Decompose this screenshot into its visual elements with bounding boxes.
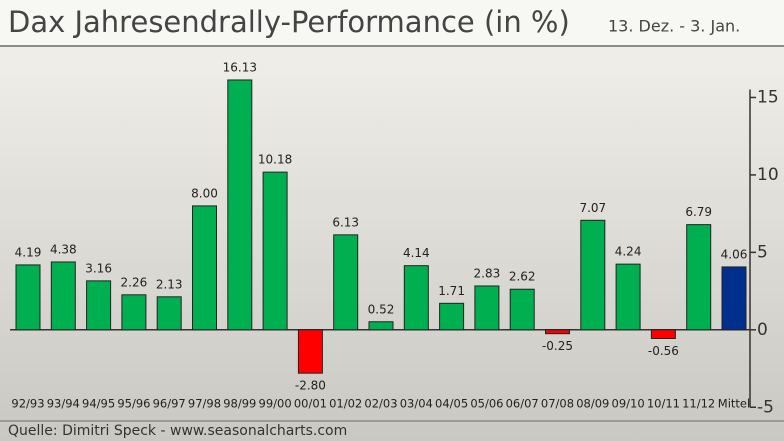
bar <box>686 224 712 331</box>
x-tick-label: 96/97 <box>153 397 186 411</box>
bar <box>580 219 606 331</box>
x-tick-label: 10/11 <box>647 397 680 411</box>
value-label: 7.07 <box>579 201 606 215</box>
x-tick-label: 93/94 <box>47 397 80 411</box>
y-tick-label: 15 <box>757 87 779 107</box>
bar <box>15 264 41 331</box>
chart-subtitle: 13. Dez. - 3. Jan. <box>608 17 740 36</box>
bar <box>121 294 147 331</box>
x-tick-label: 98/99 <box>223 397 256 411</box>
bar <box>439 302 465 331</box>
x-tick-label: 02/03 <box>364 397 397 411</box>
value-label: 2.62 <box>509 270 536 284</box>
bar <box>86 280 112 331</box>
value-label: 16.13 <box>223 60 257 74</box>
x-tick-label: 99/00 <box>259 397 292 411</box>
x-tick-label: 06/07 <box>506 397 539 411</box>
value-label: 4.38 <box>50 242 77 256</box>
value-label: 1.71 <box>438 284 465 298</box>
header-band <box>0 0 784 46</box>
source: Quelle: Dimitri Speck - www.seasonalchar… <box>8 423 347 439</box>
bar <box>509 288 535 331</box>
x-tick-label: 00/01 <box>294 397 327 411</box>
bar <box>474 285 500 331</box>
bar <box>650 329 676 339</box>
value-label: 8.00 <box>191 186 218 200</box>
x-tick-label: 08/09 <box>576 397 609 411</box>
value-label: 6.13 <box>332 215 359 229</box>
value-label: -0.25 <box>542 339 573 353</box>
chart-title: Dax Jahresendrally-Performance (in %) <box>8 5 570 39</box>
x-tick-label: 09/10 <box>612 397 645 411</box>
bar <box>227 79 253 331</box>
x-tick-label: 01/02 <box>329 397 362 411</box>
y-tick-label: 0 <box>757 320 768 340</box>
x-tick-label: 11/12 <box>682 397 715 411</box>
value-label: 10.18 <box>258 153 292 167</box>
x-tick-label: 05/06 <box>470 397 503 411</box>
value-label: 4.06 <box>721 247 748 261</box>
value-label: 4.19 <box>15 245 42 259</box>
value-label: 4.14 <box>403 246 430 260</box>
value-label: 0.52 <box>368 302 395 316</box>
bar <box>545 329 570 335</box>
x-tick-label: 97/98 <box>188 397 221 411</box>
bar <box>50 261 76 331</box>
value-label: 4.24 <box>615 245 642 259</box>
bar <box>368 321 394 331</box>
bar <box>615 263 641 331</box>
x-tick-label: Mittel <box>718 397 750 411</box>
bar <box>333 234 359 331</box>
x-tick-label: 07/08 <box>541 397 574 411</box>
value-label: 2.83 <box>474 266 501 280</box>
x-tick-label: 95/96 <box>117 397 150 411</box>
bar <box>403 265 429 331</box>
value-label: 2.13 <box>156 277 183 291</box>
value-label: 2.26 <box>121 275 148 289</box>
bar <box>156 296 182 331</box>
y-tick-label: 5 <box>757 242 768 262</box>
y-tick-label: 10 <box>757 165 779 185</box>
bar <box>297 329 323 374</box>
value-label: 6.79 <box>685 205 712 219</box>
x-tick-label: 03/04 <box>400 397 433 411</box>
x-tick-label: 94/95 <box>82 397 115 411</box>
bar <box>192 205 217 331</box>
x-tick-label: 92/93 <box>11 397 44 411</box>
x-tick-label: 04/05 <box>435 397 468 411</box>
bar <box>262 171 288 331</box>
y-tick-label: -5 <box>757 397 774 417</box>
value-label: 3.16 <box>85 261 112 275</box>
bar <box>721 266 747 331</box>
value-label: -0.56 <box>648 344 679 358</box>
value-label: -2.80 <box>295 379 326 393</box>
